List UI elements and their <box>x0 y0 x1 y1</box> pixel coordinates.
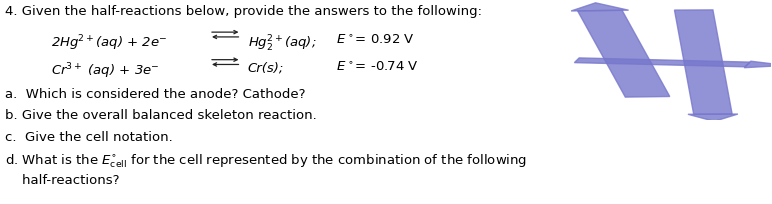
Polygon shape <box>574 59 750 68</box>
Text: $E^\circ$= -0.74 V: $E^\circ$= -0.74 V <box>336 61 418 74</box>
Polygon shape <box>688 114 738 122</box>
Text: d. What is the $E^{\circ}_{\mathrm{cell}}$ for the cell represented by the combi: d. What is the $E^{\circ}_{\mathrm{cell}… <box>5 152 527 169</box>
Polygon shape <box>571 4 628 12</box>
Polygon shape <box>577 11 670 98</box>
Text: 2Hg$^{2+}$(aq) + 2e$^{-}$: 2Hg$^{2+}$(aq) + 2e$^{-}$ <box>52 34 168 53</box>
Text: c.  Give the cell notation.: c. Give the cell notation. <box>5 130 173 143</box>
Polygon shape <box>744 62 772 68</box>
Text: $E^\circ$= 0.92 V: $E^\circ$= 0.92 V <box>336 34 415 47</box>
Text: a.  Which is considered the anode? Cathode?: a. Which is considered the anode? Cathod… <box>5 87 306 100</box>
Text: half-reactions?: half-reactions? <box>5 173 120 186</box>
Text: Cr(s);: Cr(s); <box>248 61 284 74</box>
Text: b. Give the overall balanced skeleton reaction.: b. Give the overall balanced skeleton re… <box>5 109 317 122</box>
Polygon shape <box>675 11 732 115</box>
Text: 4. Given the half-reactions below, provide the answers to the following:: 4. Given the half-reactions below, provi… <box>5 5 482 18</box>
Text: Cr$^{3+}$ (aq) + 3e$^{-}$: Cr$^{3+}$ (aq) + 3e$^{-}$ <box>52 61 160 81</box>
Text: Hg$_2^{2+}$(aq);: Hg$_2^{2+}$(aq); <box>248 34 316 54</box>
